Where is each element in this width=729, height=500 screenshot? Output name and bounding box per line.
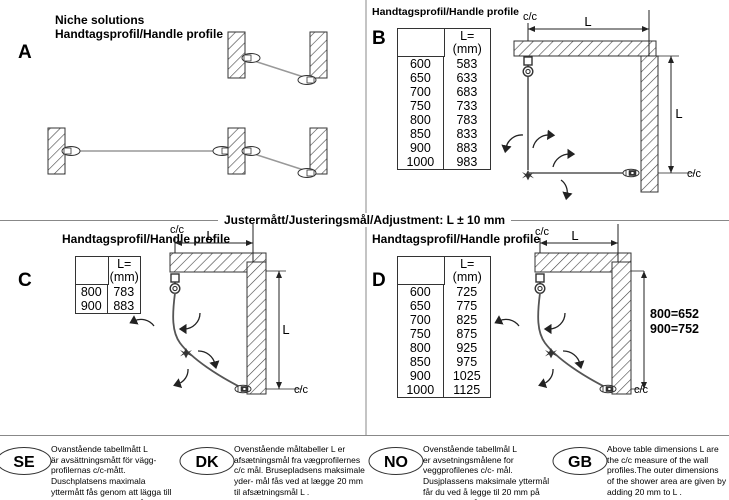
svg-text:c/c: c/c: [634, 384, 649, 396]
svg-text:c/c: c/c: [535, 226, 550, 238]
svg-text:900=752: 900=752: [650, 322, 699, 336]
svg-text:800=652: 800=652: [650, 307, 699, 321]
svg-text:L: L: [571, 228, 578, 243]
